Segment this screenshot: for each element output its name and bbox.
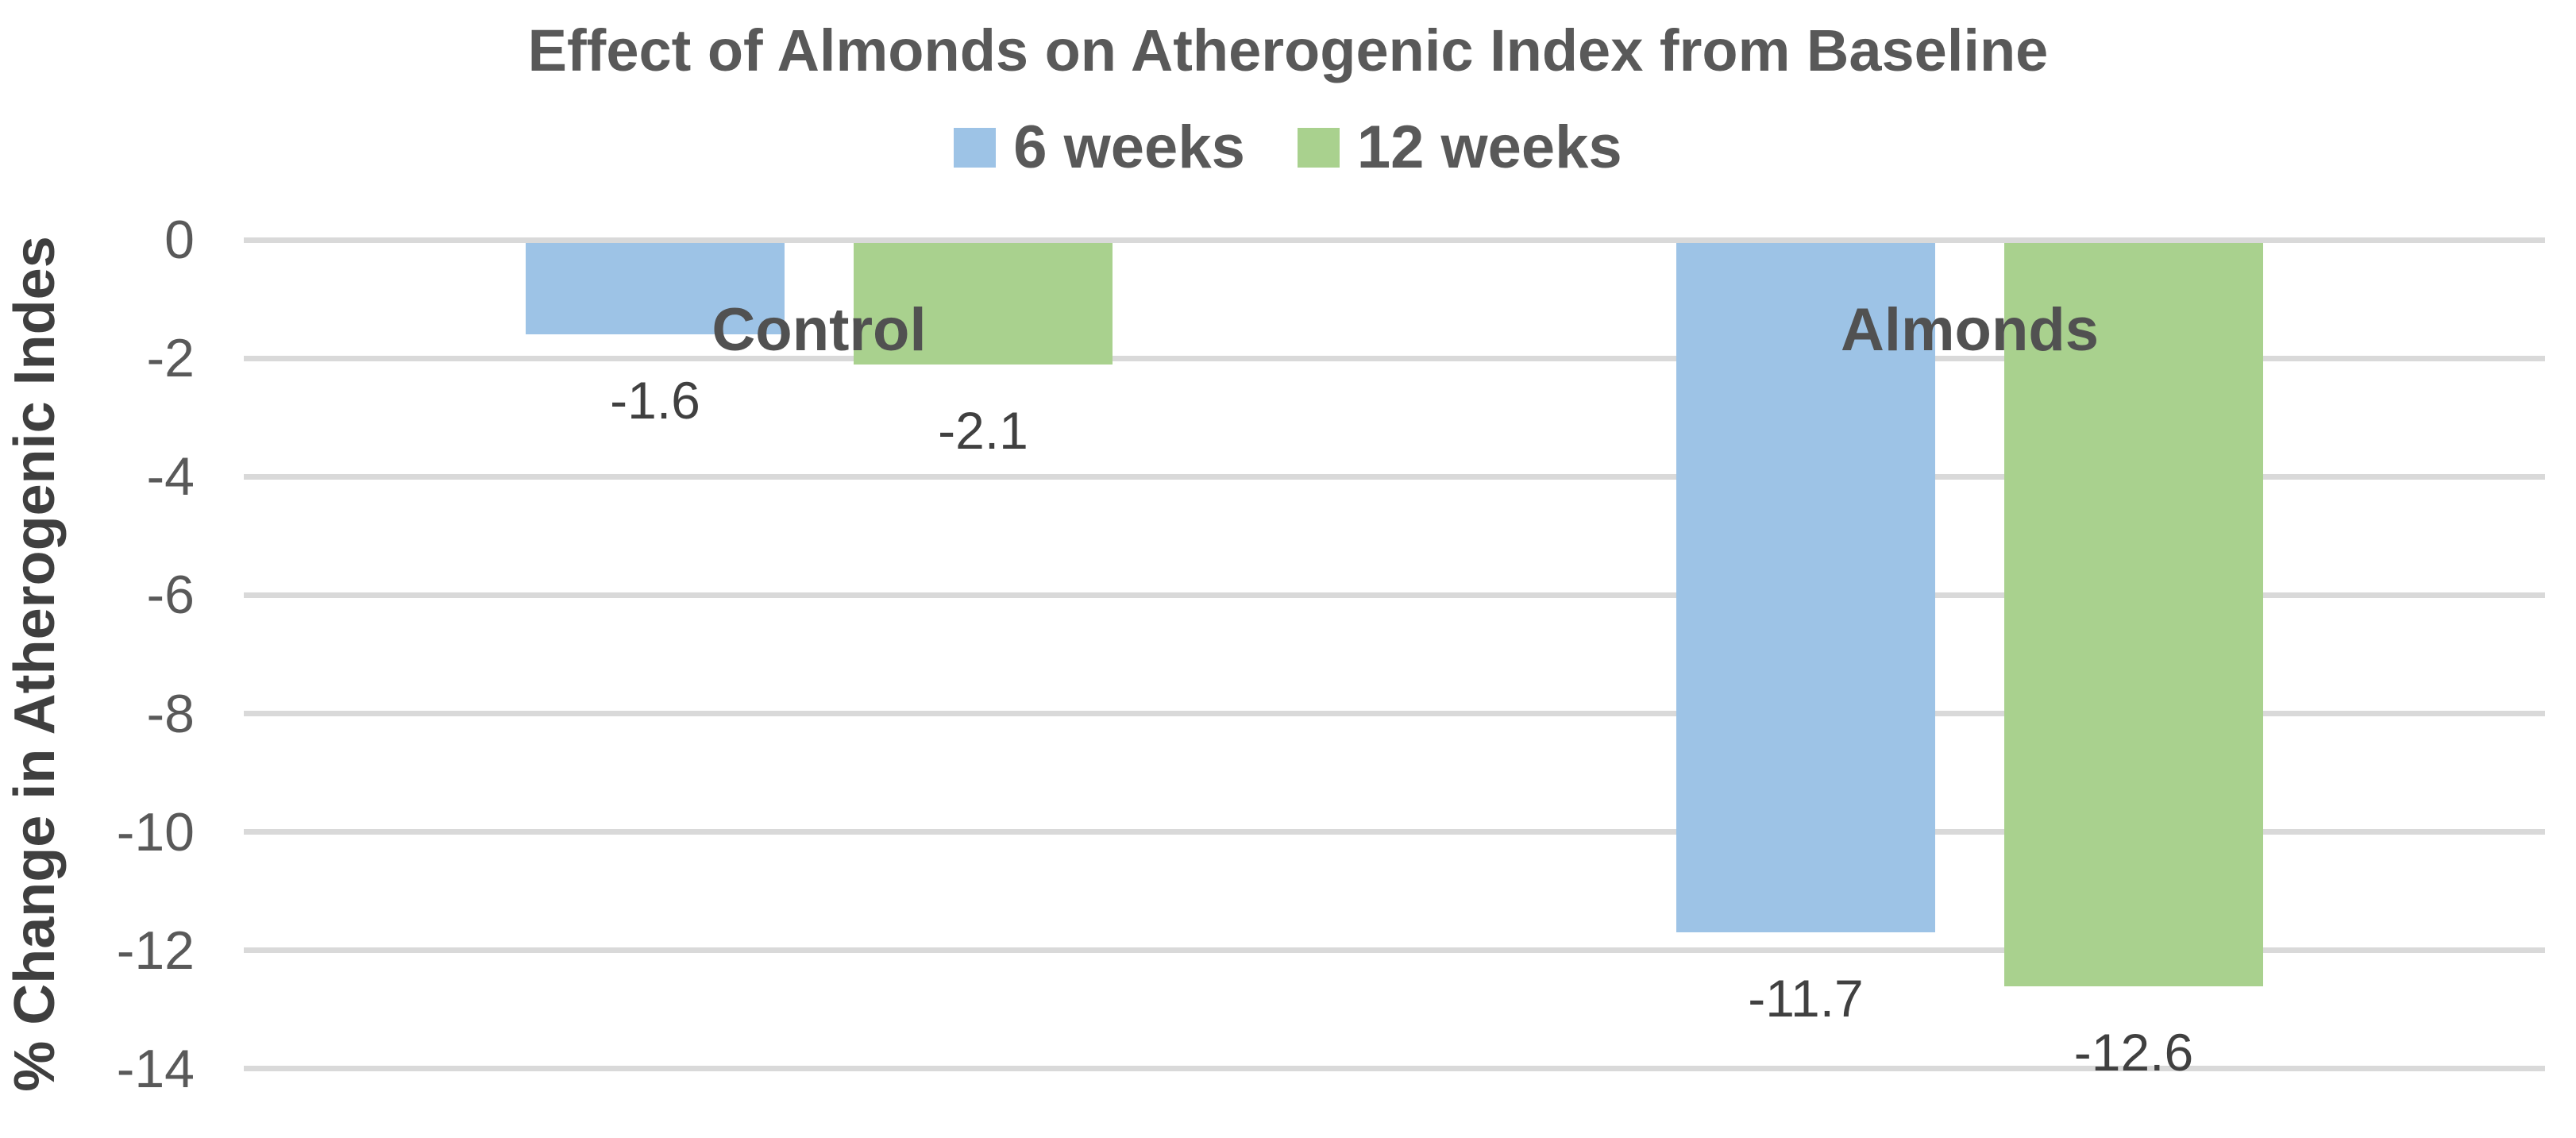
bar-6-weeks-control bbox=[526, 243, 785, 335]
legend-swatch-12-weeks bbox=[1297, 128, 1340, 168]
bar-12-weeks-almonds bbox=[2004, 243, 2263, 986]
gridline-2 bbox=[244, 473, 2545, 480]
category-label-almonds: Almonds bbox=[1840, 296, 2100, 364]
gridline-6 bbox=[244, 947, 2545, 954]
y-axis-tick-label-6: -12 bbox=[116, 920, 195, 981]
gridline-0 bbox=[244, 237, 2545, 243]
bar-6-weeks-almonds bbox=[1676, 243, 1935, 933]
legend-swatch-6-weeks bbox=[954, 128, 997, 168]
y-axis-tick-label-3: -6 bbox=[146, 565, 195, 626]
y-axis-tick-label-1: -2 bbox=[146, 328, 195, 389]
gridline-5 bbox=[244, 829, 2545, 835]
gridline-1 bbox=[244, 355, 2545, 361]
y-axis-tick-label-4: -8 bbox=[146, 683, 195, 744]
y-axis-tick-label-7: -14 bbox=[116, 1038, 195, 1099]
category-label-control: Control bbox=[711, 296, 927, 364]
legend-label-6-weeks: 6 weeks bbox=[1013, 114, 1245, 181]
y-axis-tick-label-5: -10 bbox=[116, 801, 195, 862]
gridline-3 bbox=[244, 592, 2545, 598]
legend: 6 weeks 12 weeks bbox=[0, 118, 2576, 178]
data-label-6-weeks-almonds: -11.7 bbox=[1748, 969, 1864, 1028]
chart-title: Effect of Almonds on Atherogenic Index f… bbox=[527, 17, 2049, 83]
gridline-7 bbox=[244, 1066, 2545, 1072]
y-axis-tick-label-2: -4 bbox=[146, 446, 195, 507]
legend-label-12-weeks: 12 weeks bbox=[1356, 114, 1622, 181]
data-label-12-weeks-control: -2.1 bbox=[938, 400, 1028, 460]
y-axis-tick-label-0: 0 bbox=[164, 210, 195, 270]
data-label-6-weeks-control: -1.6 bbox=[610, 371, 700, 430]
data-label-12-weeks-almonds: -12.6 bbox=[2073, 1022, 2194, 1082]
legend-item-12-weeks: 12 weeks bbox=[1297, 114, 1622, 181]
gridline-4 bbox=[244, 711, 2545, 717]
legend-item-6-weeks: 6 weeks bbox=[954, 118, 1245, 178]
bar-12-weeks-control bbox=[854, 243, 1113, 365]
